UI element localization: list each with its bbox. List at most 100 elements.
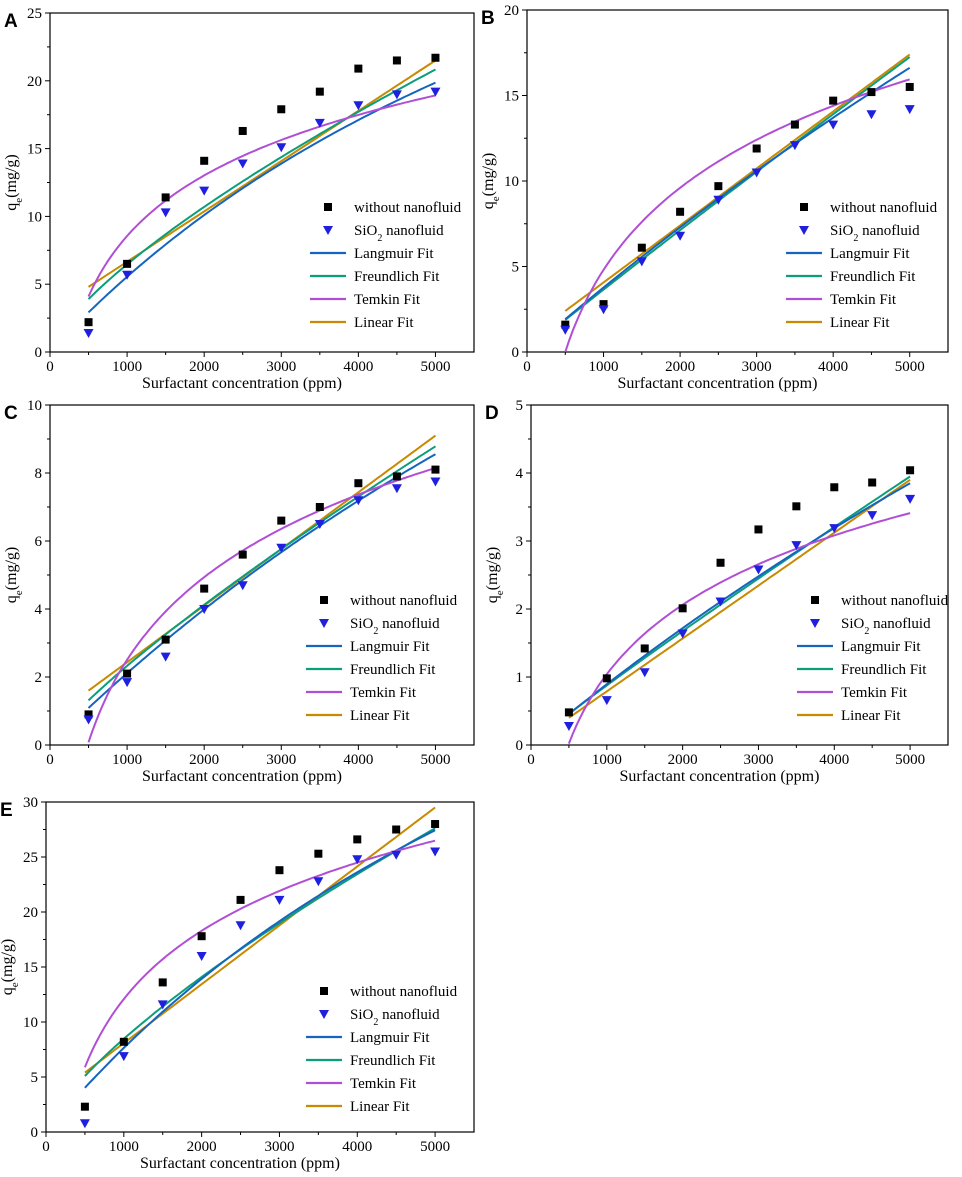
y-axis-title: qe(mg/g) — [3, 547, 25, 603]
point-without-nanofluid — [84, 710, 93, 719]
x-tick-label: 4000 — [342, 1139, 372, 1155]
point-without-nanofluid — [238, 550, 247, 559]
point-sio2-nanofluid — [391, 484, 402, 494]
temkin-fit-curve — [87, 467, 436, 743]
point-without-nanofluid — [353, 835, 362, 844]
temkin-fit-curve — [567, 512, 911, 744]
y-tick-label: 8 — [35, 466, 43, 482]
point-sio2-nanofluid — [160, 652, 171, 662]
point-without-nanofluid — [236, 895, 245, 904]
y-tick-label: 0 — [31, 1125, 39, 1141]
legend-label-sio2: SiO2 nanofluid — [350, 1007, 440, 1028]
point-without-nanofluid — [123, 259, 132, 268]
y-tick-label: 4 — [35, 602, 43, 618]
panel-d: D 0 1000 2000 3000 4000 5000 0 1 2 3 4 5 Surfactant c… — [484, 398, 949, 785]
y-axis-title: qe(mg/g) — [484, 547, 506, 603]
point-sio2-nanofluid — [237, 159, 248, 169]
y-tick-label: 0 — [516, 738, 524, 754]
legend-marker-sio2 — [810, 619, 820, 628]
y-tick-label: 10 — [504, 174, 519, 190]
point-without-nanofluid — [277, 516, 286, 525]
legend-label-freundlich: Freundlich Fit — [350, 1053, 436, 1069]
legend-label-temkin: Temkin Fit — [830, 292, 897, 308]
legend-label-temkin: Temkin Fit — [350, 685, 417, 701]
point-sio2-nanofluid — [352, 855, 363, 865]
legend-label-linear: Linear Fit — [354, 315, 414, 331]
legend-label-temkin: Temkin Fit — [354, 292, 421, 308]
legend-label-without: without nanofluid — [830, 200, 938, 216]
legend-label-without: without nanofluid — [841, 593, 949, 609]
point-without-nanofluid — [637, 243, 646, 252]
legend: without nanofluid SiO2 nanofluid Langmuir … — [306, 593, 458, 724]
point-sio2-nanofluid — [276, 543, 287, 553]
y-tick-label: 10 — [23, 1015, 38, 1031]
point-sio2-nanofluid — [791, 541, 802, 551]
linear-fit-curve — [568, 478, 911, 719]
y-tick-label: 6 — [35, 534, 43, 550]
point-sio2-nanofluid — [560, 325, 571, 335]
y-tick-label: 0 — [512, 345, 520, 361]
point-without-nanofluid — [392, 472, 401, 481]
legend-label-temkin: Temkin Fit — [350, 1076, 417, 1092]
langmuir-fit-curve — [84, 829, 436, 1089]
y-tick-label: 3 — [516, 534, 524, 550]
point-without-nanofluid — [277, 105, 286, 114]
x-tick-label: 4000 — [818, 359, 848, 375]
y-tick-label: 20 — [504, 3, 519, 19]
point-sio2-nanofluid — [598, 305, 609, 315]
x-tick-label: 0 — [527, 752, 535, 768]
point-without-nanofluid — [392, 825, 401, 834]
point-without-nanofluid — [678, 604, 687, 613]
point-sio2-nanofluid — [715, 597, 726, 607]
point-sio2-nanofluid — [160, 208, 171, 218]
y-tick-label: 20 — [23, 905, 38, 921]
legend-label-without: without nanofluid — [354, 200, 462, 216]
y-tick-label: 5 — [512, 260, 520, 276]
point-sio2-nanofluid — [122, 270, 133, 280]
point-sio2-nanofluid — [353, 496, 364, 506]
x-tick-label: 0 — [46, 359, 54, 375]
point-without-nanofluid — [790, 120, 799, 129]
point-without-nanofluid — [392, 56, 401, 65]
temkin-fit-curve — [564, 78, 910, 352]
point-sio2-nanofluid — [866, 110, 877, 120]
y-tick-label: 10 — [27, 398, 42, 414]
point-sio2-nanofluid — [675, 231, 686, 241]
x-tick-label: 0 — [523, 359, 531, 375]
temkin-fit-curve — [83, 839, 436, 1068]
legend-label-sio2: SiO2 nanofluid — [830, 223, 920, 244]
legend-label-without: without nanofluid — [350, 593, 458, 609]
x-tick-label: 3000 — [743, 752, 773, 768]
legend-label-linear: Linear Fit — [841, 708, 901, 724]
point-without-nanofluid — [830, 483, 839, 492]
point-sio2-nanofluid — [196, 952, 207, 961]
x-tick-label: 2000 — [665, 359, 695, 375]
legend-marker-without — [800, 203, 808, 211]
legend-marker-sio2 — [319, 1010, 329, 1019]
legend-label-langmuir: Langmuir Fit — [841, 639, 921, 655]
legend-label-linear: Linear Fit — [350, 708, 410, 724]
point-sio2-nanofluid — [237, 581, 248, 591]
panel-letter: E — [0, 800, 13, 821]
point-sio2-nanofluid — [753, 565, 764, 575]
y-tick-label: 5 — [516, 398, 524, 414]
temkin-fit-curve — [87, 94, 436, 297]
y-tick-label: 15 — [27, 142, 42, 158]
x-tick-label: 2000 — [187, 1139, 217, 1155]
point-sio2-nanofluid — [563, 721, 574, 731]
point-without-nanofluid — [431, 465, 440, 474]
point-sio2-nanofluid — [391, 850, 402, 860]
point-without-nanofluid — [564, 708, 573, 717]
linear-fit-curve — [564, 53, 911, 312]
x-tick-label: 3000 — [266, 359, 296, 375]
point-without-nanofluid — [315, 503, 324, 511]
freundlich-fit-curve — [87, 68, 436, 300]
y-tick-label: 25 — [27, 6, 42, 22]
point-sio2-nanofluid — [276, 143, 287, 153]
x-tick-label: 4000 — [343, 752, 373, 768]
point-without-nanofluid — [158, 978, 167, 987]
legend-label-linear: Linear Fit — [350, 1099, 410, 1115]
point-sio2-nanofluid — [157, 1000, 168, 1010]
point-sio2-nanofluid — [118, 1052, 129, 1062]
